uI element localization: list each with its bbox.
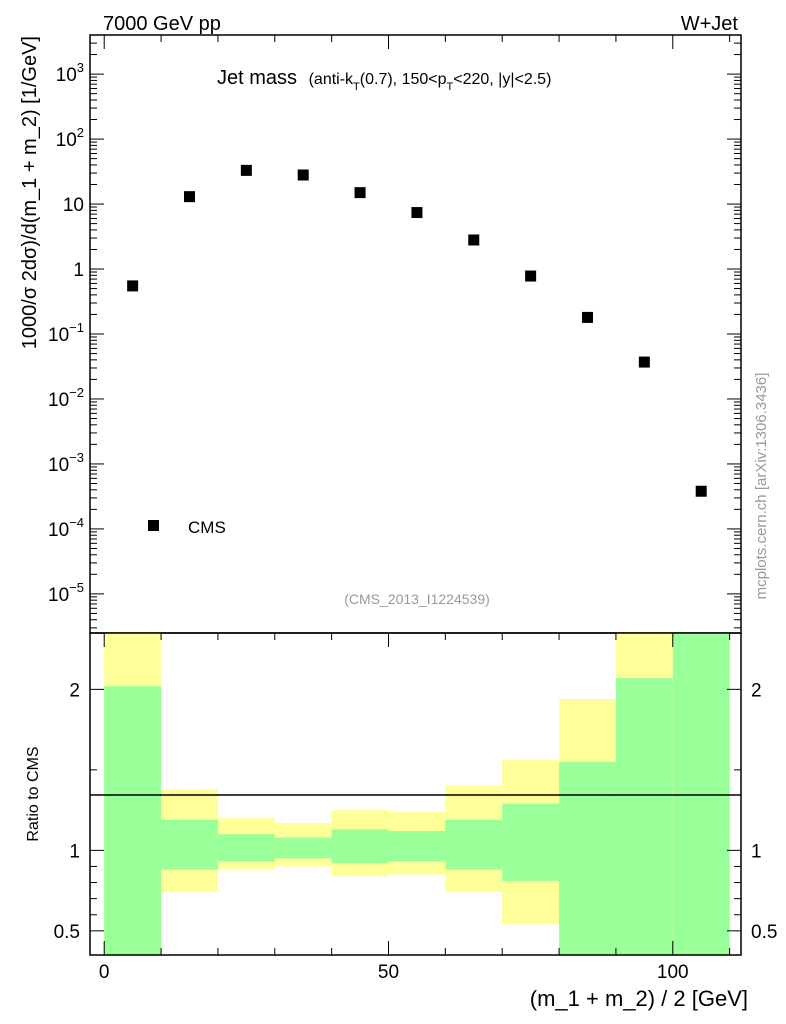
data-point: [695, 485, 707, 497]
main-y-axis-label: 1000/σ 2dσ)/d(m_1 + m_2) [1/GeV]: [19, 36, 41, 349]
chart-title-sub-k-subscript: T: [353, 81, 360, 93]
main-y-tick-label: 10−3: [48, 450, 84, 476]
x-tick-label: 0: [99, 962, 110, 983]
data-point: [581, 311, 593, 323]
ratio-y-tick-label-right: 0.5: [751, 922, 777, 943]
source-side-label: mcplots.cern.ch [arXiv:1306.3436]: [753, 373, 770, 600]
main-y-tick-label: 10−5: [48, 580, 84, 606]
data-point: [411, 207, 423, 219]
data-point: [525, 270, 537, 282]
ratio-y-axis-label: Ratio to CMS: [25, 746, 42, 841]
chart-title-sub-1: (anti-k: [309, 71, 354, 88]
data-point: [297, 169, 309, 181]
chart-title-main: Jet mass: [217, 67, 297, 89]
ratio-y-tick-label-left: 0.5: [54, 922, 80, 943]
data-point: [183, 191, 195, 203]
ratio-band-inner: [331, 829, 389, 864]
main-y-tick-label: 10: [63, 195, 84, 216]
chart-title: Jet mass (anti-kT(0.7), 150<pT<220, |y|<…: [217, 67, 551, 93]
main-plot-frame: [89, 34, 742, 634]
ratio-band-inner: [559, 761, 616, 955]
data-point: [354, 187, 366, 199]
chart-title-sub-3: <220, |y|<2.5): [453, 71, 551, 88]
ratio-band-inner: [217, 834, 275, 862]
legend-marker: [148, 520, 159, 531]
main-y-tick-label: 1: [73, 260, 84, 281]
ratio-uncertainty-bands: [104, 633, 730, 955]
ratio-plot-frame: [89, 632, 742, 956]
ratio-band-inner: [445, 819, 503, 870]
main-y-tick-label: 10−4: [48, 515, 84, 541]
data-point: [468, 234, 480, 246]
chart-title-sub-2: (0.7), 150<p: [360, 71, 447, 88]
ratio-band-inner: [502, 803, 560, 881]
main-y-tick-label: 102: [56, 125, 84, 151]
main-y-tick-label: 103: [56, 60, 84, 86]
header-right: W+Jet: [681, 13, 739, 35]
ratio-y-tick-label-right: 2: [751, 680, 762, 701]
ratio-band-inner: [615, 678, 673, 955]
x-axis-label: (m_1 + m_2) / 2 [GeV]: [530, 986, 748, 1011]
ratio-band-inner: [274, 837, 332, 859]
header-left: 7000 GeV pp: [103, 13, 221, 35]
ratio-band-inner: [104, 686, 162, 955]
chart-title-sub-p-subscript: T: [447, 81, 454, 93]
ratio-y-tick-label-right: 1: [751, 841, 762, 862]
legend-label: CMS: [188, 518, 226, 537]
main-y-tick-label: 10−1: [48, 320, 84, 346]
main-axis-ticks: 10−5 10−4 10−3 10−2 10−1 1 10 102 103: [48, 34, 741, 629]
x-tick-label: 50: [378, 962, 399, 983]
main-data-points: [127, 164, 707, 497]
data-point: [240, 164, 252, 176]
ratio-y-tick-label-left: 1: [69, 841, 80, 862]
ratio-band-inner: [388, 831, 446, 862]
data-point: [127, 280, 139, 292]
x-tick-label: 100: [657, 962, 689, 983]
ratio-y-tick-label-left: 2: [69, 680, 80, 701]
ratio-band-inner: [672, 633, 730, 955]
ratio-axis-ticks: 0.5 0.5 1 1 2 2 0 50 100: [54, 633, 777, 983]
main-y-tick-label: 10−2: [48, 385, 84, 411]
data-point: [638, 356, 650, 368]
ratio-band-inner: [161, 819, 218, 870]
analysis-id: (CMS_2013_I1224539): [344, 591, 490, 607]
